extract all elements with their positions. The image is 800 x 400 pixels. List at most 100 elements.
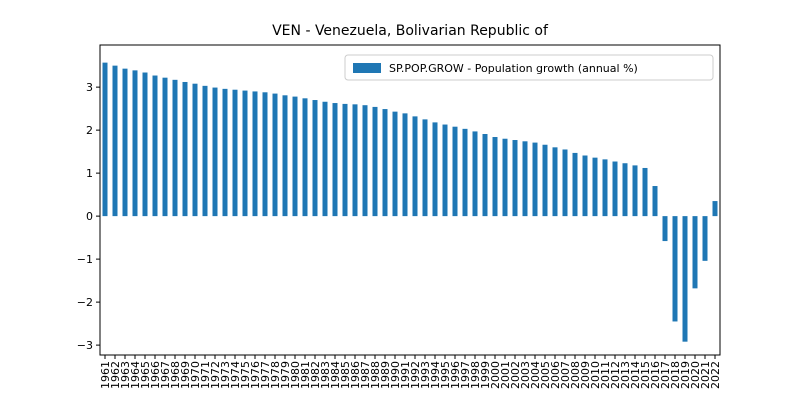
bar — [112, 65, 118, 217]
bar — [482, 134, 488, 217]
x-tick-label: 1990 — [389, 361, 402, 389]
bar — [572, 152, 578, 217]
legend-label: SP.POP.GROW - Population growth (annual … — [389, 62, 638, 75]
x-tick-label: 1968 — [169, 361, 182, 389]
bar — [442, 124, 448, 217]
bar — [162, 77, 168, 217]
bar — [322, 101, 328, 217]
chart-title: VEN - Venezuela, Bolivarian Republic of — [272, 23, 549, 39]
x-tick-label: 2005 — [539, 361, 552, 389]
x-tick-label: 2004 — [529, 361, 542, 389]
bar — [202, 85, 208, 217]
y-tick-label: −2 — [77, 296, 93, 309]
bar — [222, 88, 228, 217]
x-tick-label: 1995 — [439, 361, 452, 389]
x-tick-label: 1971 — [199, 361, 212, 389]
x-tick-label: 1983 — [319, 361, 332, 389]
x-tick-label: 2021 — [699, 361, 712, 389]
x-tick-label: 2016 — [649, 361, 662, 389]
bar — [372, 106, 378, 217]
x-tick-label: 2007 — [559, 361, 572, 389]
x-tick-label: 1965 — [139, 361, 152, 389]
bar — [172, 79, 178, 217]
bar — [102, 62, 108, 217]
bar — [122, 68, 128, 217]
bar — [642, 167, 648, 217]
x-tick-label: 2000 — [489, 361, 502, 389]
x-tick-label: 2018 — [669, 361, 682, 389]
x-tick-label: 1994 — [429, 361, 442, 389]
x-tick-label: 1966 — [149, 361, 162, 389]
bar — [502, 138, 508, 217]
bar — [492, 137, 498, 217]
legend-swatch — [353, 63, 381, 73]
bar — [622, 163, 628, 217]
legend-box — [344, 54, 714, 81]
x-tick-label: 1986 — [349, 361, 362, 389]
x-tick-label: 1973 — [219, 361, 232, 389]
bar — [512, 140, 518, 217]
bar — [232, 89, 238, 217]
y-tick-label: −3 — [77, 339, 93, 352]
x-tick-label: 1967 — [159, 361, 172, 389]
y-tick-label: 2 — [86, 124, 93, 137]
x-tick-label: 2020 — [689, 361, 702, 389]
x-tick-label: 1988 — [369, 361, 382, 389]
bar — [332, 103, 338, 217]
x-tick-label: 2011 — [599, 361, 612, 389]
bar — [152, 75, 158, 217]
x-tick-label: 2017 — [659, 361, 672, 389]
bar — [412, 116, 418, 217]
bar — [552, 147, 558, 217]
bar — [432, 122, 438, 217]
bar — [382, 109, 388, 217]
bar — [352, 104, 358, 217]
bar — [562, 149, 568, 217]
x-tick-label: 1961 — [99, 361, 112, 389]
x-tick-label: 1979 — [279, 361, 292, 389]
x-tick-label: 1985 — [339, 361, 352, 389]
x-tick-label: 2003 — [519, 361, 532, 389]
y-tick-label: 1 — [86, 167, 93, 180]
x-tick-label: 2010 — [589, 361, 602, 389]
x-tick-label: 2019 — [679, 361, 692, 389]
x-tick-label: 1980 — [289, 361, 302, 389]
x-tick-label: 1978 — [269, 361, 282, 389]
bar — [632, 165, 638, 217]
x-tick-label: 2006 — [549, 361, 562, 389]
x-tick-label: 1993 — [419, 361, 432, 389]
bar — [422, 119, 428, 217]
x-tick-label: 1976 — [249, 361, 262, 389]
bar — [402, 113, 408, 217]
bar — [132, 70, 138, 217]
bar — [682, 216, 688, 342]
x-tick-label: 1982 — [309, 361, 322, 389]
bar — [532, 142, 538, 217]
bar — [542, 144, 548, 217]
plot-frame — [99, 44, 721, 356]
bar — [522, 141, 528, 217]
bar — [312, 100, 318, 217]
x-tick-label: 2013 — [619, 361, 632, 389]
bar — [582, 155, 588, 217]
x-tick-label: 1996 — [449, 361, 462, 389]
x-tick-label: 1992 — [409, 361, 422, 389]
bar — [252, 91, 258, 217]
x-tick-label: 1962 — [109, 361, 122, 389]
x-tick-label: 1970 — [189, 361, 202, 389]
x-tick-label: 2002 — [509, 361, 522, 389]
x-tick-label: 2008 — [569, 361, 582, 389]
x-tick-label: 2001 — [499, 361, 512, 389]
bar — [292, 96, 298, 217]
bar — [262, 92, 268, 217]
bar — [142, 72, 148, 217]
bar — [192, 83, 198, 217]
bar — [692, 216, 698, 289]
x-tick-label: 2012 — [609, 361, 622, 389]
bar — [452, 126, 458, 217]
bar — [662, 216, 668, 242]
bar — [702, 216, 708, 261]
bar — [302, 98, 308, 217]
x-tick-label: 1999 — [479, 361, 492, 389]
